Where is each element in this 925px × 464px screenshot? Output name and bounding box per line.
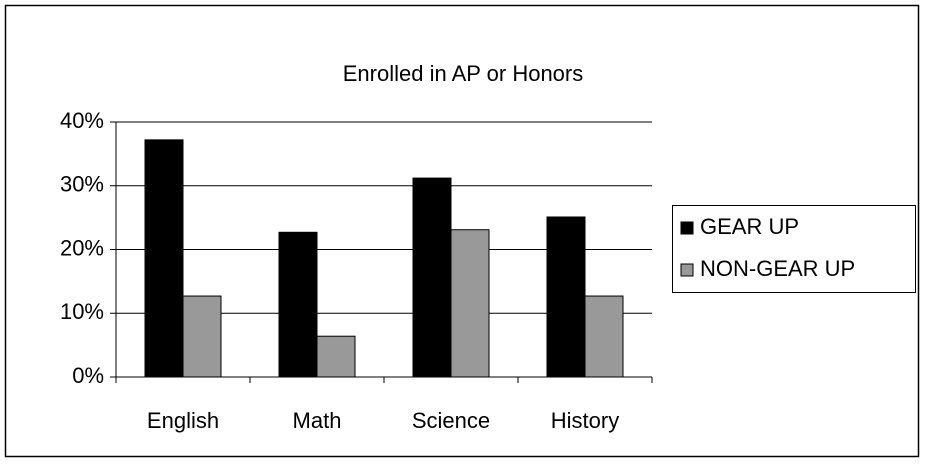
legend-label: NON-GEAR UP: [700, 256, 855, 281]
bar: [278, 231, 318, 378]
legend-swatch: [680, 263, 694, 277]
y-tick-label: 0%: [72, 363, 104, 388]
bar: [412, 177, 452, 378]
bar: [584, 295, 624, 378]
bar: [144, 139, 184, 378]
x-tick-label: English: [147, 408, 219, 433]
x-tick-label: Math: [293, 408, 342, 433]
bar: [182, 295, 222, 378]
y-tick-label: 40%: [60, 108, 104, 133]
x-tick-label: Science: [412, 408, 490, 433]
legend-label: GEAR UP: [700, 214, 799, 239]
bar: [546, 216, 586, 378]
y-tick-label: 30%: [60, 172, 104, 197]
y-tick-label: 10%: [60, 299, 104, 324]
chart-title: Enrolled in AP or Honors: [343, 61, 584, 86]
x-tick-label: History: [551, 408, 619, 433]
y-tick-label: 20%: [60, 235, 104, 260]
bar: [450, 229, 490, 378]
legend-swatch: [680, 221, 694, 235]
bar: [316, 335, 356, 378]
legend-box: [672, 205, 916, 293]
